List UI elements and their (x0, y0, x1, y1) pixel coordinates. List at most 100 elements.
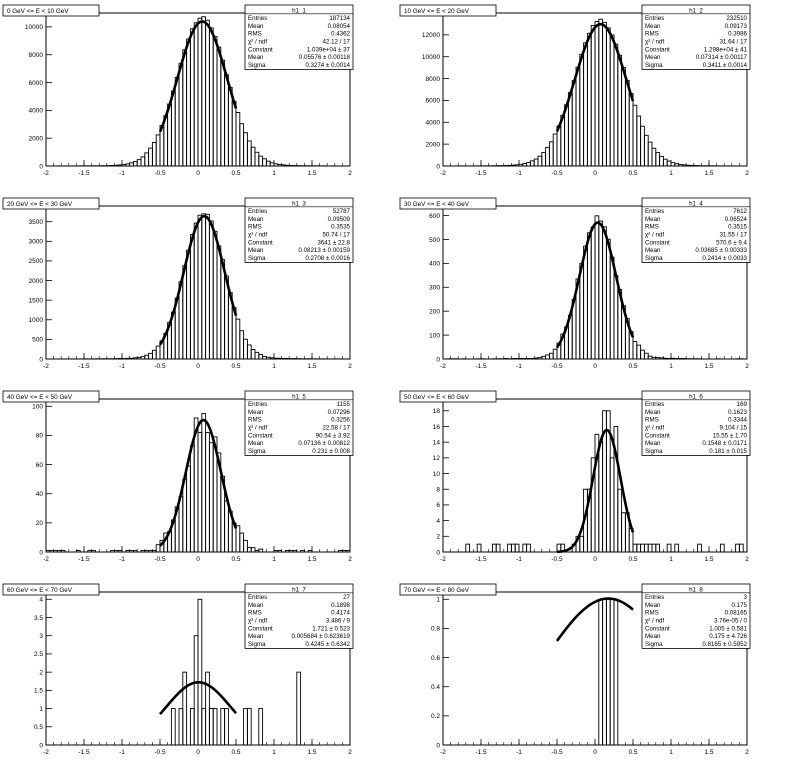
stats-frame (641, 197, 751, 263)
stats-row-value: 232510 (726, 15, 747, 22)
pad-title: 70 GeV <= E < 80 GeV (399, 583, 497, 596)
pad-title-box (399, 4, 497, 17)
x-tick-label: 0.5 (231, 363, 240, 370)
stats-row-value: 187134 (329, 15, 350, 22)
stats-row-label: RMS (248, 224, 262, 231)
y-tick-label: 4 (436, 518, 440, 525)
histogram-pad-1: -2 -1.5 -1 -0.5 0 0.5 1 1.5 2 0 2000 4000 6000 8000 10… (2, 4, 354, 177)
histogram-bin (655, 543, 661, 553)
y-tick-label: 3000 (29, 239, 44, 246)
y-tick-label: 18 (433, 408, 441, 415)
pad-title-box (2, 583, 100, 596)
x-tick-label: -2 (440, 170, 446, 177)
pad-title-box (399, 583, 497, 596)
x-tick-label: 0.5 (231, 556, 240, 563)
stats-row-label: Entries (248, 208, 267, 215)
histogram-bin (273, 357, 279, 360)
stats-histogram-name: h1_3 (292, 200, 306, 207)
stats-frame (244, 583, 354, 649)
y-tick-label: 2000 (426, 141, 441, 148)
pad-title-text: 60 GeV <= E < 70 GeV (7, 587, 73, 594)
stats-row-label: Mean (248, 602, 264, 609)
stats-histogram-name: h1_2 (689, 7, 703, 14)
stats-row-value: 1155 (337, 401, 351, 408)
stats-row-value: 0.07314 ± 0.00117 (696, 54, 748, 61)
histogram-bin (110, 164, 115, 167)
stats-histogram-name: h1_6 (689, 393, 703, 400)
gaussian-fit-curve (555, 22, 635, 132)
stats-row-label: RMS (645, 610, 659, 617)
y-tick-label: 2.5 (34, 651, 43, 658)
y-tick-label: 6000 (426, 98, 441, 105)
stats-row-label: Mean (645, 409, 661, 416)
y-tick-label: 8000 (426, 76, 441, 83)
pad-title-box (399, 390, 497, 403)
y-tick-label: 4000 (29, 108, 44, 115)
stats-row-label: χ² / ndf (248, 425, 267, 432)
x-tick-label: 0.5 (231, 749, 240, 756)
x-tick-label: -0.5 (154, 170, 166, 177)
stats-row-label: RMS (248, 610, 262, 617)
histogram-bin (670, 357, 676, 360)
y-tick-label: 400 (429, 261, 440, 268)
histogram-bin (117, 358, 123, 360)
histogram-bin (507, 164, 512, 167)
x-tick-label: 2 (348, 170, 352, 177)
x-tick-label: 1.5 (704, 170, 713, 177)
x-tick-label: 0.5 (628, 556, 637, 563)
stats-row-label: RMS (248, 31, 262, 38)
x-tick-label: -2 (43, 363, 49, 370)
stats-row-label: Constant (248, 239, 273, 246)
stats-box: h1_5 Entries 1155 Mean 0.07296 RMS 0.3256 χ² / … (244, 390, 354, 456)
y-tick-label: 0 (436, 549, 440, 556)
x-tick-label: -1 (119, 363, 125, 370)
stats-row-label: Mean (645, 216, 661, 223)
stats-box: h1_6 Entries 169 Mean 0.1623 RMS 0.3344 χ² / nd… (641, 390, 751, 456)
stats-row-value: 0.231 ± 0.008 (312, 448, 350, 455)
stats-row-label: χ² / ndf (645, 618, 664, 625)
stats-row-label: Constant (645, 46, 670, 53)
gaussian-fit-curve (159, 418, 238, 547)
gaussian-fit-curve (159, 681, 237, 716)
stats-row-label: Sigma (645, 255, 663, 262)
y-tick-label: 4000 (426, 120, 441, 127)
stats-row-label: Mean (248, 409, 264, 416)
x-tick-label: -1 (119, 170, 125, 177)
stats-row-value: 0.4174 (331, 610, 350, 617)
stats-row-value: 0.08165 (725, 610, 748, 617)
x-tick-label: -0.5 (154, 363, 166, 370)
x-tick-label: 0 (593, 363, 597, 370)
stats-box: h1_3 Entries 52787 Mean 0.09509 RMS 0.3535 χ² /… (244, 197, 354, 263)
pad-title-box (2, 390, 100, 403)
y-tick-label: 0 (39, 742, 43, 749)
stats-histogram-name: h1_8 (689, 586, 703, 593)
x-tick-label: -1 (516, 170, 522, 177)
x-tick-label: -2 (43, 170, 49, 177)
y-tick-label: 2 (436, 534, 440, 541)
x-tick-label: 0 (593, 749, 597, 756)
stats-row-value: 0.4362 (331, 31, 350, 38)
stats-row-value: 0.05576 ± 0.00118 (299, 54, 351, 61)
stats-row-value: 570.6 ± 9.4 (716, 239, 747, 246)
histogram-bin (170, 708, 176, 746)
x-tick-label: 1.5 (704, 556, 713, 563)
x-tick-label: 1.5 (307, 170, 316, 177)
stats-row-label: Sigma (248, 641, 266, 648)
stats-row-value: 0.07136 ± 0.00812 (298, 440, 350, 447)
y-tick-label: 0.4 (431, 684, 440, 691)
stats-row-label: χ² / ndf (645, 232, 664, 239)
stats-row-label: Entries (645, 401, 664, 408)
pad-title: 50 GeV <= E < 60 GeV (399, 390, 497, 403)
pad-title: 30 GeV <= E < 40 GeV (399, 197, 497, 210)
y-tick-label: 0 (436, 742, 440, 749)
x-tick-label: 1 (272, 170, 276, 177)
gaussian-fit-curve (158, 20, 238, 133)
stats-box: h1_7 Entries 27 Mean 0.1898 RMS 0.4174 χ² / ndf… (244, 583, 354, 649)
stats-frame (244, 197, 354, 263)
histogram-bin (296, 671, 302, 746)
x-tick-label: 1.5 (307, 556, 316, 563)
y-tick-label: 10 (433, 471, 441, 478)
x-tick-label: -0.5 (551, 556, 563, 563)
stats-row-label: χ² / ndf (248, 232, 267, 239)
stats-frame (641, 583, 751, 649)
